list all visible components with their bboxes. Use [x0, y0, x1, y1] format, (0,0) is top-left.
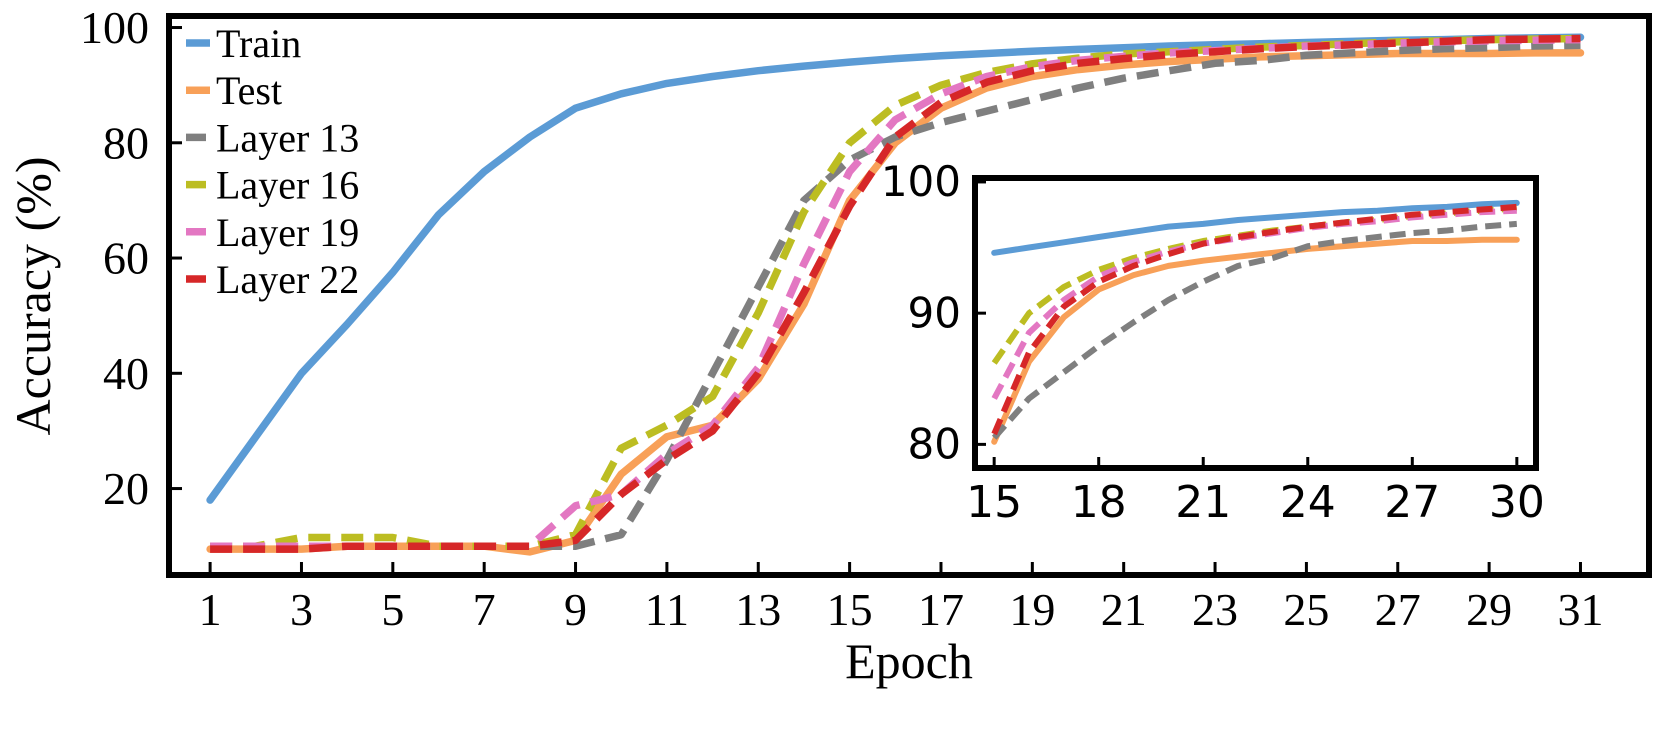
inset-series-lines	[991, 199, 1520, 445]
inset-y-tick-label: 80	[908, 420, 961, 469]
inset-series-test	[991, 236, 1520, 445]
legend-label-test: Test	[216, 68, 282, 113]
inset-x-axis-ticks: 15 18 21 24 27 30	[966, 457, 1545, 528]
inset-background	[975, 178, 1536, 468]
inset-x-tick-label: 15	[966, 477, 1022, 528]
main-y-tick-label: 80	[103, 117, 149, 168]
main-x-tick-label: 19	[1009, 584, 1055, 635]
inset-x-tick-label: 18	[1071, 477, 1127, 528]
inset-series-layer-16	[991, 205, 1518, 365]
main-x-tick-label: 7	[473, 584, 496, 635]
main-x-tick-label: 11	[645, 584, 689, 635]
main-x-tick-label: 27	[1375, 584, 1421, 635]
main-x-tick-label: 15	[827, 584, 873, 635]
inset-series-train	[991, 199, 1520, 256]
inset-y-tick-label: 100	[881, 157, 961, 206]
legend-label-layer-13: Layer 13	[216, 115, 359, 160]
inset-series-layer-22	[991, 203, 1518, 436]
inset-series-layer-13	[991, 220, 1518, 440]
inset-y-axis-ticks: 80 90 100	[881, 157, 986, 469]
main-y-tick-label: 100	[80, 2, 149, 53]
main-x-tick-label: 9	[564, 584, 587, 635]
legend-label-layer-22: Layer 22	[216, 257, 359, 302]
main-y-axis-ticks: 20 40 60 80 100	[80, 2, 182, 514]
main-x-tick-label: 21	[1101, 584, 1147, 635]
main-plot-frame	[166, 13, 1652, 578]
legend-label-train: Train	[216, 21, 301, 66]
main-x-tick-label: 25	[1283, 584, 1329, 635]
x-axis-label: Epoch	[845, 633, 973, 689]
main-y-tick-label: 40	[103, 348, 149, 399]
main-x-tick-label: 23	[1192, 584, 1238, 635]
main-x-axis-ticks: 1 3 5 7 9 11 13 15 17 19 21 23 25 27 29 31	[199, 562, 1603, 635]
main-series-layer-13	[210, 41, 1581, 550]
inset-x-tick-label: 30	[1489, 477, 1545, 528]
inset-x-tick-label: 21	[1175, 477, 1231, 528]
y-axis-label: Accuracy (%)	[5, 157, 61, 436]
main-x-tick-label: 17	[918, 584, 964, 635]
main-y-tick-label: 20	[103, 463, 149, 514]
legend-label-layer-19: Layer 19	[216, 210, 359, 255]
main-series-layer-22	[210, 34, 1581, 553]
main-series-lines	[206, 33, 1585, 556]
main-x-tick-label: 29	[1466, 584, 1512, 635]
main-x-tick-label: 1	[199, 584, 222, 635]
inset-x-tick-label: 24	[1280, 477, 1336, 528]
main-y-tick-label: 60	[103, 233, 149, 284]
inset-chart: 15 18 21 24 27 30 80 90 100	[881, 157, 1545, 528]
main-x-tick-label: 5	[381, 584, 404, 635]
main-chart: 1 3 5 7 9 11 13 15 17 19 21 23 25 27 29 31 20406080100 …	[5, 2, 1652, 689]
inset-plot-frame	[972, 175, 1539, 471]
inset-series-layer-19	[991, 207, 1517, 400]
main-x-tick-label: 13	[735, 584, 781, 635]
inset-y-tick-label: 90	[908, 288, 961, 337]
legend-label-layer-16: Layer 16	[216, 163, 359, 208]
inset-x-tick-label: 27	[1384, 477, 1440, 528]
main-x-tick-label: 3	[290, 584, 313, 635]
main-x-tick-label: 31	[1557, 584, 1603, 635]
